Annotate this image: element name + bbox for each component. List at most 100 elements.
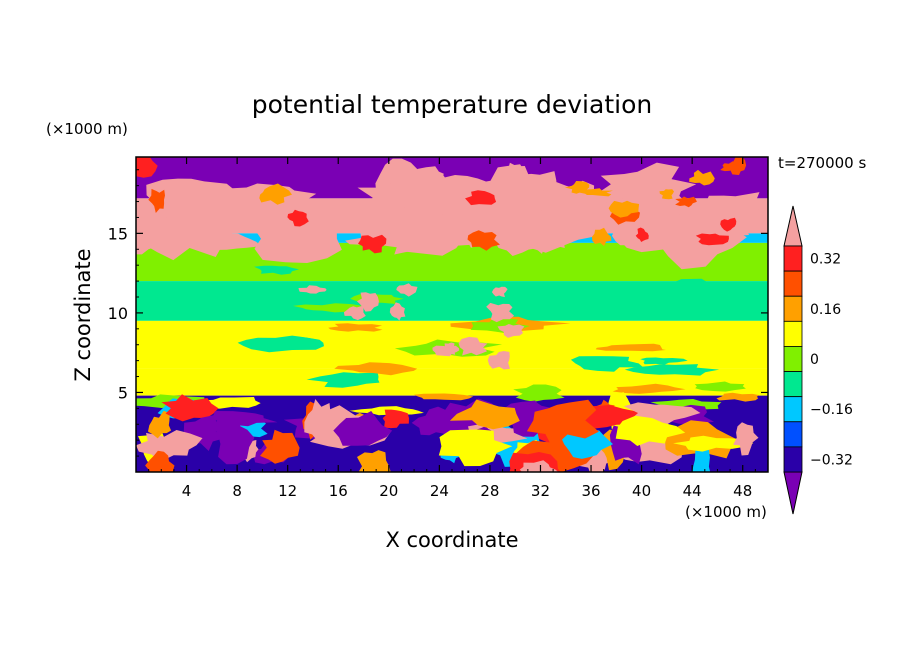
colorbar-extend-low bbox=[783, 471, 803, 515]
colorbar: 0.32 0.16 0 −0.16 −0.32 bbox=[783, 205, 853, 515]
field-contour bbox=[259, 183, 292, 205]
field-contour bbox=[689, 169, 715, 186]
field-contour bbox=[519, 460, 559, 472]
field-contour bbox=[486, 302, 515, 323]
field-contour bbox=[458, 336, 488, 356]
x-tick-label: 32 bbox=[531, 482, 550, 500]
field-contour bbox=[592, 227, 612, 247]
contour-field bbox=[136, 157, 768, 472]
field-contour bbox=[491, 286, 508, 298]
field-contour bbox=[199, 411, 278, 427]
x-tick-label: 12 bbox=[278, 482, 297, 500]
field-contour bbox=[161, 394, 219, 422]
x-tick-label: 24 bbox=[430, 482, 449, 500]
field-contour bbox=[514, 201, 549, 254]
field-contour bbox=[383, 216, 472, 255]
colorbar-swatch bbox=[783, 270, 803, 297]
colorbar-swatch bbox=[783, 396, 803, 423]
field-contour bbox=[733, 422, 759, 456]
field-contour bbox=[720, 217, 737, 232]
field-contour bbox=[373, 180, 406, 232]
x-tick-label: 40 bbox=[632, 482, 651, 500]
x-tick-label: 48 bbox=[733, 482, 752, 500]
x-axis: 4 8 12 16 20 24 28 32 36 40 44 48 bbox=[148, 157, 756, 500]
field-contour bbox=[328, 323, 383, 332]
field-contour bbox=[611, 221, 649, 247]
colorbar-tick-label: 0.16 bbox=[810, 302, 841, 318]
time-label: t=270000 s bbox=[778, 154, 866, 172]
field-contour bbox=[237, 335, 324, 353]
field-contour bbox=[659, 189, 674, 200]
field-contour bbox=[624, 364, 720, 376]
field-contour bbox=[293, 303, 362, 313]
x-tick-label: 36 bbox=[581, 482, 600, 500]
field-contour bbox=[382, 409, 409, 429]
field-contour bbox=[570, 356, 644, 372]
x-axis-label: X coordinate bbox=[385, 528, 518, 552]
y-tick-label: 10 bbox=[108, 304, 128, 323]
field-contour bbox=[652, 278, 733, 297]
field-contour bbox=[513, 384, 565, 402]
field-contour bbox=[197, 233, 261, 250]
field-contour bbox=[497, 324, 525, 338]
field-contour bbox=[190, 373, 279, 388]
colorbar-tick-label: −0.16 bbox=[810, 402, 853, 418]
field-contour bbox=[716, 392, 760, 402]
field-contour bbox=[615, 415, 686, 446]
x-unit-label: (×1000 m) bbox=[685, 503, 767, 521]
field-contour bbox=[148, 410, 172, 439]
x-tick-label: 44 bbox=[683, 482, 702, 500]
field-contour bbox=[625, 324, 666, 341]
field-contour bbox=[145, 450, 175, 472]
field-contour bbox=[413, 393, 474, 401]
colorbar-swatch bbox=[783, 446, 803, 473]
field-contour bbox=[306, 372, 380, 388]
field-contour bbox=[673, 435, 754, 452]
field-contour bbox=[438, 429, 513, 467]
field-contour bbox=[470, 318, 530, 334]
colorbar-swatch bbox=[783, 295, 803, 322]
x-tick-label: 28 bbox=[480, 482, 499, 500]
x-tick-label: 20 bbox=[379, 482, 398, 500]
field-contour bbox=[412, 166, 447, 185]
colorbar-swatch bbox=[783, 320, 803, 347]
field-contour bbox=[449, 399, 520, 430]
y-tick-label: 15 bbox=[108, 224, 128, 243]
field-contour bbox=[578, 188, 613, 197]
x-tick-label: 8 bbox=[232, 482, 242, 500]
field-contour bbox=[675, 196, 697, 208]
colorbar-swatch bbox=[783, 346, 803, 372]
field-contour bbox=[695, 233, 729, 246]
field-contour bbox=[467, 230, 500, 251]
y-unit-label: (×1000 m) bbox=[46, 120, 128, 138]
field-contour bbox=[396, 283, 418, 297]
field-contour bbox=[487, 351, 510, 370]
x-tick-label: 16 bbox=[329, 482, 348, 500]
field-contour bbox=[158, 209, 241, 230]
field-contour bbox=[465, 190, 497, 206]
x-tick-label: 4 bbox=[182, 482, 192, 500]
y-tick-label: 5 bbox=[118, 383, 128, 402]
field-contour bbox=[640, 357, 688, 365]
field-contour bbox=[136, 157, 158, 178]
colorbar-swatch bbox=[783, 421, 803, 448]
field-contour bbox=[260, 429, 300, 464]
field-contour bbox=[635, 227, 649, 242]
field-contour bbox=[343, 305, 366, 321]
field-contour bbox=[288, 328, 379, 339]
field-contour bbox=[357, 450, 391, 472]
field-contour bbox=[389, 302, 406, 321]
field-contour bbox=[694, 381, 746, 392]
field-contour bbox=[254, 213, 342, 263]
colorbar-swatch bbox=[783, 371, 803, 398]
field-contour bbox=[148, 188, 165, 213]
chart-title: potential temperature deviation bbox=[252, 90, 652, 119]
field-contour bbox=[358, 234, 387, 254]
field-contour bbox=[442, 342, 456, 355]
field-contour bbox=[608, 200, 640, 218]
field-contour bbox=[334, 362, 418, 376]
colorbar-tick-label: −0.32 bbox=[810, 452, 853, 468]
field-contour bbox=[254, 265, 299, 275]
colorbar-swatch bbox=[783, 245, 803, 272]
